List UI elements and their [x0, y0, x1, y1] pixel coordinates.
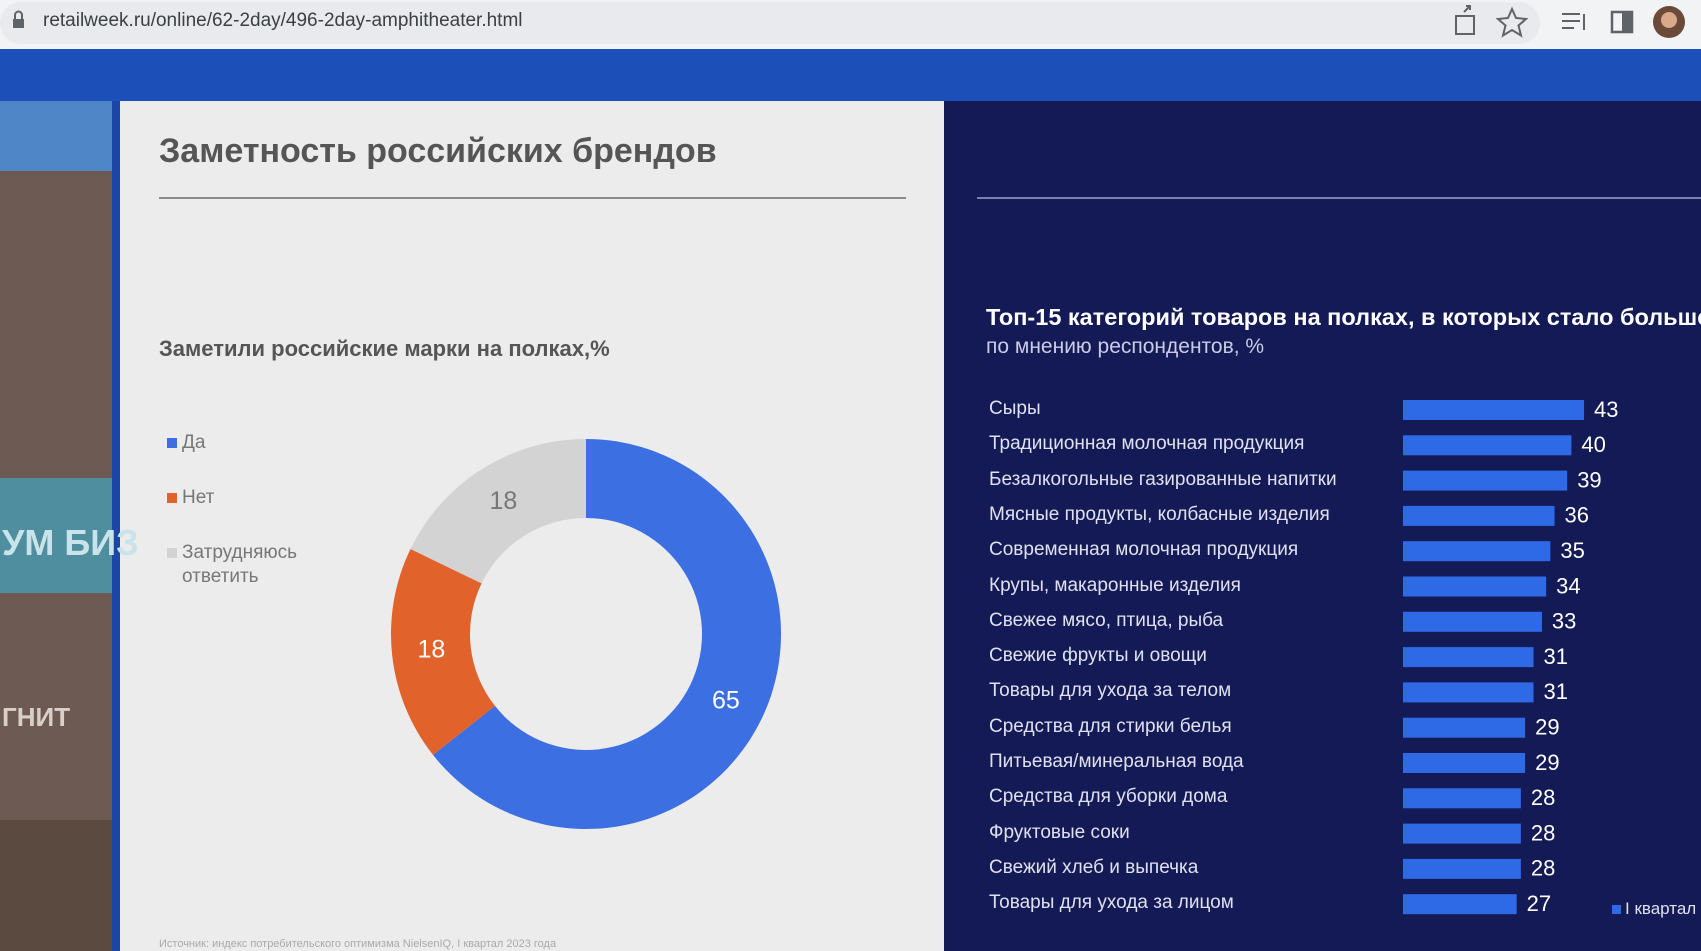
data-label: 29: [1535, 750, 1559, 775]
data-label: 34: [1556, 573, 1580, 598]
bar: [1403, 823, 1521, 844]
bar: [1403, 576, 1547, 597]
donut-slice: [410, 439, 586, 584]
data-label: 31: [1544, 679, 1568, 704]
category-label: Фруктовые соки: [989, 821, 1130, 843]
data-label: 28: [1531, 785, 1555, 810]
data-label: 40: [1581, 432, 1605, 457]
legend-swatch: [167, 493, 177, 503]
bar: [1403, 541, 1551, 562]
category-label: Средства для уборки дома: [989, 786, 1228, 808]
side-panel-fill: [1622, 12, 1632, 32]
data-label: 43: [1594, 397, 1618, 422]
legend-swatch: [1612, 905, 1621, 914]
data-label: 36: [1565, 503, 1589, 528]
category-label: Питьевая/минеральная вода: [989, 751, 1244, 772]
chart-subtitle: по мнению респондентов, %: [986, 335, 1265, 358]
bar: [1403, 435, 1572, 456]
legend-swatch: [167, 438, 177, 448]
slide-right-panel: [944, 101, 1701, 951]
data-label: 33: [1552, 609, 1576, 634]
blue-band: [0, 49, 1701, 101]
data-label: 65: [712, 686, 740, 714]
legend-swatch: [167, 548, 177, 558]
legend-label: Нет: [182, 487, 215, 508]
category-label: Средства для стирки белья: [989, 715, 1232, 737]
stage-screen: [0, 101, 112, 171]
reading-list-icon[interactable]: [1562, 13, 1585, 30]
slide-title: Заметность российских брендов: [159, 132, 717, 170]
data-label: 28: [1531, 820, 1555, 845]
bar: [1403, 858, 1521, 879]
address-bar[interactable]: [0, 2, 1540, 44]
category-label: Безалкогольные газированные напитки: [989, 468, 1337, 490]
url-text[interactable]: retailweek.ru/online/62-2day/496-2day-am…: [43, 10, 523, 31]
category-label: Традиционная молочная продукция: [989, 433, 1305, 455]
share-icon[interactable]: [1455, 5, 1475, 35]
lock-shackle: [14, 10, 23, 19]
bar: [1403, 505, 1555, 526]
category-label: Товары для ухода за телом: [989, 680, 1232, 702]
slide-border: [112, 101, 120, 951]
category-label: Мясные продукты, колбасные изделия: [989, 503, 1330, 525]
bar: [1403, 894, 1517, 915]
data-label: 28: [1531, 856, 1555, 881]
bar: [1403, 717, 1526, 738]
bar: [1403, 400, 1585, 420]
data-label: 29: [1535, 715, 1559, 740]
chart-title: Заметили российские марки на полках,%: [159, 336, 610, 361]
data-label: 18: [418, 636, 446, 664]
background-text: ГНИТ: [2, 702, 71, 732]
bar: [1403, 470, 1568, 491]
category-label: Свежее мясо, птица, рыба: [989, 609, 1224, 631]
bar: [1403, 682, 1534, 703]
legend-label: Да: [182, 432, 206, 453]
category-label: Крупы, макаронные изделия: [989, 574, 1241, 596]
donut-slice: [433, 439, 781, 830]
source-note: Источник: индекс потребительского оптими…: [159, 938, 557, 950]
data-label: 35: [1560, 538, 1584, 563]
bar: [1403, 753, 1526, 773]
lock-icon: [13, 19, 24, 28]
data-label: 31: [1544, 644, 1568, 669]
stage-desk: [0, 820, 112, 951]
legend-label: Затрудняюсь ответить: [182, 542, 298, 587]
legend-label: I квартал: [1625, 899, 1697, 918]
data-label: 39: [1577, 467, 1601, 492]
category-label: Товары для ухода за лицом: [989, 892, 1234, 914]
donut-slice: [391, 549, 495, 755]
category-label: Свежие фрукты и овощи: [989, 645, 1207, 667]
bar: [1403, 788, 1521, 809]
data-label: 18: [490, 487, 518, 515]
bar: [1403, 647, 1534, 668]
chart-title: Топ-15 категорий товаров на полках, в ко…: [986, 304, 1701, 330]
category-label: Сыры: [989, 398, 1041, 419]
stage-banner: [0, 478, 112, 593]
category-label: Современная молочная продукция: [989, 539, 1299, 561]
data-label: 27: [1527, 891, 1551, 916]
bookmark-icon[interactable]: [1495, 6, 1529, 38]
bar: [1403, 611, 1542, 632]
bar-chart-heading: Топ-15 категорий товаров на полках, в ко…: [986, 303, 1701, 363]
category-label: Свежий хлеб и выпечка: [989, 856, 1199, 878]
background-text: УМ БИЗ: [2, 522, 139, 563]
profile-face: [1661, 12, 1677, 28]
